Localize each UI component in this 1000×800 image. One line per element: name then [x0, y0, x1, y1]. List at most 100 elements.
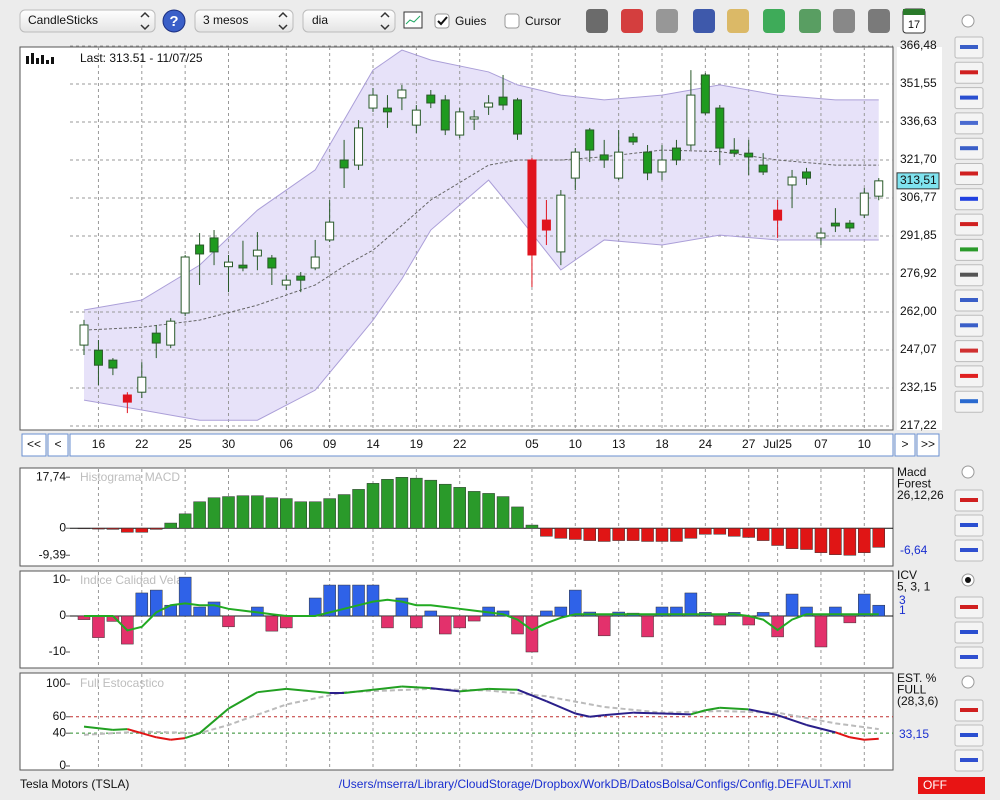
candle-body: [657, 159, 667, 173]
bar: [453, 487, 466, 529]
bar: [178, 513, 192, 529]
k-line: [705, 706, 720, 712]
y-tick-label: 60: [53, 709, 67, 723]
candle-body: [224, 261, 233, 268]
k-line: [430, 687, 460, 693]
candle-body: [238, 264, 248, 269]
checkbox[interactable]: [434, 13, 450, 29]
checkbox[interactable]: [504, 13, 520, 29]
chart-icon-glyph: [405, 15, 421, 25]
last-price-tag: [896, 172, 940, 190]
last-price-label: 313,51: [900, 173, 937, 187]
tool-button[interactable]: [799, 9, 821, 33]
last-quote: Last: 313.51 - 11/07/25: [80, 51, 203, 65]
bar: [540, 527, 553, 537]
help-button[interactable]: [162, 9, 186, 33]
config-path[interactable]: /Users/mserra/Library/CloudStorage/Dropb…: [339, 777, 851, 791]
bar: [872, 527, 885, 548]
x-tick-label: 07: [814, 437, 828, 451]
bar: [395, 477, 409, 529]
y-tick-label: 217,22: [900, 418, 937, 432]
k-line: [835, 731, 851, 739]
candle-body: [281, 279, 291, 286]
bar: [756, 612, 770, 617]
chevron: [140, 11, 150, 31]
candle-body: [787, 176, 797, 186]
tool-glyph: [960, 548, 978, 552]
x-tick-label: 22: [453, 437, 467, 451]
bar: [641, 615, 654, 638]
candle-body: [599, 154, 609, 161]
bar: [424, 610, 438, 617]
k-line: [777, 714, 807, 726]
bar: [554, 527, 568, 539]
bar: [713, 615, 727, 626]
bar: [713, 527, 727, 535]
bar: [308, 597, 322, 617]
tool-button[interactable]: [763, 9, 785, 33]
chart-type-select[interactable]: [19, 9, 156, 33]
bar: [829, 527, 842, 555]
y-tick-label: 40: [53, 725, 67, 739]
candle-body: [830, 222, 840, 227]
nav-button[interactable]: [47, 433, 69, 457]
main-panel: [19, 46, 894, 431]
bar: [410, 477, 423, 529]
chart-icon[interactable]: [403, 11, 423, 29]
bar: [785, 527, 799, 549]
candle-body: [267, 257, 277, 269]
tool-button[interactable]: [868, 9, 890, 33]
tool-button[interactable]: [656, 9, 678, 33]
candle-body: [354, 127, 364, 166]
tool-button[interactable]: [833, 9, 855, 33]
nav-button[interactable]: [894, 433, 916, 457]
panel-radio[interactable]: [961, 14, 975, 28]
interval-select[interactable]: [302, 9, 396, 33]
bar: [207, 497, 221, 529]
select-text: CandleSticks: [28, 13, 98, 27]
y-tick-label: 232,15: [900, 380, 937, 394]
bar: [626, 527, 640, 541]
bar: [77, 527, 91, 530]
tool-glyph: [960, 498, 978, 502]
chevron: [380, 11, 390, 31]
nav-button[interactable]: [21, 433, 47, 457]
select-text: 3 mesos: [203, 13, 248, 27]
panel-radio[interactable]: [961, 465, 975, 479]
candle-body: [166, 320, 176, 346]
status-text: OFF: [923, 778, 947, 792]
legend-text: ICV: [897, 568, 917, 582]
tool-button[interactable]: [621, 9, 643, 33]
bar: [410, 615, 423, 629]
k-line: [83, 725, 114, 731]
bars-icon: [26, 53, 54, 64]
candle-body: [484, 102, 494, 108]
status-badge[interactable]: [918, 777, 985, 794]
candle-body: [426, 94, 436, 104]
k-line: [517, 688, 547, 703]
bar: [453, 615, 466, 629]
tool-button[interactable]: [693, 9, 715, 33]
bar: [583, 527, 596, 541]
nav-button[interactable]: [916, 433, 940, 457]
bar: [280, 498, 293, 529]
candle-body: [108, 359, 118, 369]
period-select[interactable]: [194, 9, 294, 33]
candle-body: [845, 222, 855, 229]
bar: [467, 615, 481, 622]
tool-glyph: [960, 655, 978, 659]
symbol-name: Tesla Motors (TSLA): [20, 777, 129, 791]
tool-button[interactable]: [727, 9, 749, 33]
tool-glyph: [960, 758, 978, 762]
tool-glyph: [960, 630, 978, 634]
k-line: [690, 709, 706, 716]
bar: [569, 589, 582, 617]
bar: [323, 498, 336, 529]
tool-button[interactable]: [586, 9, 608, 33]
band-lower: [83, 179, 879, 421]
candle-body: [79, 324, 89, 346]
k-line: [633, 711, 663, 715]
panel-radio[interactable]: [961, 675, 975, 689]
bar: [829, 606, 842, 617]
